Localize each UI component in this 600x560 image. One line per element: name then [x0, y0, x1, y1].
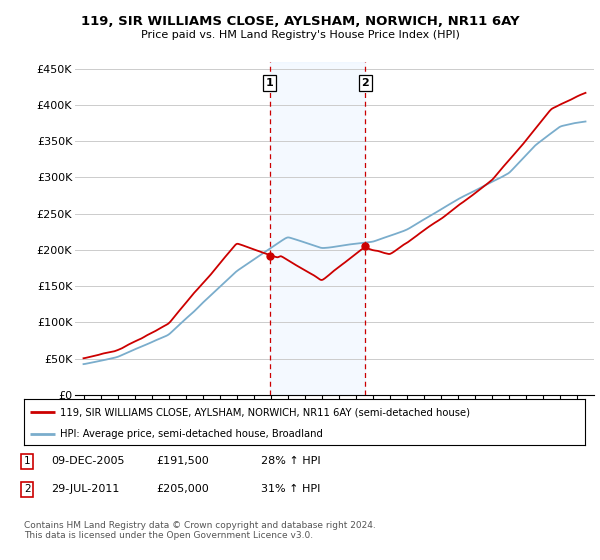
Text: 28% ↑ HPI: 28% ↑ HPI	[261, 456, 320, 466]
Text: 29-JUL-2011: 29-JUL-2011	[51, 484, 119, 494]
Text: 09-DEC-2005: 09-DEC-2005	[51, 456, 125, 466]
Text: 119, SIR WILLIAMS CLOSE, AYLSHAM, NORWICH, NR11 6AY: 119, SIR WILLIAMS CLOSE, AYLSHAM, NORWIC…	[80, 15, 520, 28]
Text: HPI: Average price, semi-detached house, Broadland: HPI: Average price, semi-detached house,…	[61, 429, 323, 438]
Bar	[269, 62, 365, 395]
Text: Price paid vs. HM Land Registry's House Price Index (HPI): Price paid vs. HM Land Registry's House …	[140, 30, 460, 40]
Text: £191,500: £191,500	[156, 456, 209, 466]
Text: 119, SIR WILLIAMS CLOSE, AYLSHAM, NORWICH, NR11 6AY (semi-detached house): 119, SIR WILLIAMS CLOSE, AYLSHAM, NORWIC…	[61, 407, 470, 417]
Text: 2: 2	[362, 78, 370, 88]
Text: Contains HM Land Registry data © Crown copyright and database right 2024.
This d: Contains HM Land Registry data © Crown c…	[24, 521, 376, 540]
Text: £205,000: £205,000	[156, 484, 209, 494]
Text: 1: 1	[266, 78, 274, 88]
Text: 1: 1	[24, 456, 31, 466]
Text: 31% ↑ HPI: 31% ↑ HPI	[261, 484, 320, 494]
Text: 2: 2	[24, 484, 31, 494]
